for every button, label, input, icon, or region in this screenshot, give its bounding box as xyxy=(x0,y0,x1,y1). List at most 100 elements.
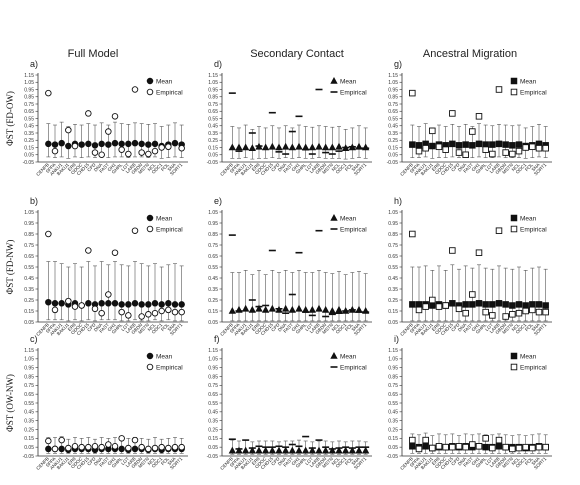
empirical-point xyxy=(98,309,105,317)
x-tick-label: LGT xyxy=(304,162,314,172)
mean-point xyxy=(268,446,277,454)
panel-letter: c) xyxy=(30,334,38,344)
empirical-point xyxy=(125,444,132,452)
column-title-secondary-contact: Secondary Contact xyxy=(250,48,344,60)
mean-point xyxy=(228,143,237,151)
mean-point xyxy=(45,298,52,306)
y-tick-label: 0.15 xyxy=(24,436,34,442)
x-tick-label: CPD xyxy=(86,456,97,467)
y-tick-label: 0.35 xyxy=(24,418,34,424)
empirical-point xyxy=(529,306,536,314)
panel-f: f) 1.15 1.05 0.95 0.85 0.75 0.65 0.55 0.45 0.35 0.… xyxy=(207,334,372,471)
empirical-point xyxy=(442,302,449,309)
empirical-point xyxy=(535,308,543,316)
mean-point xyxy=(409,141,416,148)
mean-point xyxy=(328,143,337,151)
mean-point xyxy=(495,300,503,307)
y-tick-label: 0.85 xyxy=(208,374,218,380)
legend-empirical-symbol xyxy=(510,225,518,233)
y-tick-label: 0.75 xyxy=(388,383,398,389)
y-tick-label: 1.05 xyxy=(208,357,218,363)
y-tick-label: 0.95 xyxy=(388,365,398,371)
y-tick-label: 0.05 xyxy=(208,153,218,159)
y-tick-label: 0.15 xyxy=(24,145,34,151)
empirical-point xyxy=(422,303,429,310)
x-tick-label: LGT xyxy=(484,322,494,332)
empirical-point xyxy=(91,149,99,156)
empirical-point xyxy=(535,144,543,152)
empirical-point xyxy=(509,311,516,318)
legend-mean-label: Mean xyxy=(340,216,357,223)
y-tick-label: 0.55 xyxy=(388,401,398,407)
empirical-point xyxy=(178,144,185,152)
empirical-point xyxy=(158,307,165,315)
mean-point xyxy=(475,300,483,307)
x-tick-label: NCL xyxy=(147,456,157,466)
mean-point xyxy=(255,446,263,454)
panel-letter: a) xyxy=(30,59,38,69)
y-tick-label: 0.05 xyxy=(208,320,218,326)
empirical-point xyxy=(58,436,65,444)
mean-point xyxy=(248,305,257,313)
mean-point xyxy=(118,301,125,308)
x-tick-label: SNA xyxy=(530,322,541,333)
y-tick-label: 0.75 xyxy=(24,102,34,108)
x-tick-label: DNA xyxy=(457,456,468,467)
y-tick-label: 0.65 xyxy=(388,109,398,115)
legend-mean-label: Mean xyxy=(520,216,537,223)
empirical-point xyxy=(522,144,529,151)
empirical-point xyxy=(138,443,145,451)
mean-point xyxy=(131,300,139,307)
y-tick-label: 0.55 xyxy=(208,265,218,271)
empirical-point xyxy=(51,445,59,453)
empirical-point xyxy=(442,146,449,153)
legend-mean-symbol xyxy=(510,214,518,222)
empirical-point xyxy=(118,146,125,153)
mean-point xyxy=(295,446,303,454)
empirical-point xyxy=(515,147,523,155)
empirical-point xyxy=(71,443,79,450)
y-tick-label: 0.55 xyxy=(208,116,218,122)
x-tick-label: DNA xyxy=(93,456,104,467)
x-tick-label: FAST xyxy=(282,322,294,334)
y-tick-label: 0.75 xyxy=(208,243,218,249)
empirical-point xyxy=(165,306,172,314)
mean-point xyxy=(105,141,112,148)
mean-point xyxy=(462,301,469,308)
mean-point xyxy=(495,443,503,450)
x-tick-label: CPD xyxy=(450,456,461,467)
mean-point xyxy=(288,143,297,151)
mean-point xyxy=(178,301,185,308)
y-tick-label: 0.95 xyxy=(388,87,398,93)
mean-point xyxy=(275,446,283,454)
legend-empirical-label: Empirical xyxy=(520,227,547,234)
x-tick-label: GH1 xyxy=(106,456,117,467)
y-tick-label: 0.55 xyxy=(24,265,34,271)
legend-mean-label: Mean xyxy=(340,79,357,86)
mean-point xyxy=(475,140,483,148)
empirical-point xyxy=(495,227,503,234)
x-tick-label: LGT xyxy=(120,322,130,332)
x-tick-label: GH1 xyxy=(470,162,481,173)
legend-mean-symbol xyxy=(146,77,154,85)
x-tick-label: LGT xyxy=(120,162,130,172)
empirical-point xyxy=(462,309,469,317)
panel-letter: e) xyxy=(214,196,222,206)
empirical-point xyxy=(78,443,85,451)
mean-point xyxy=(268,142,277,150)
mean-point xyxy=(138,301,145,308)
mean-point xyxy=(415,142,423,149)
y-tick-label: 1.05 xyxy=(24,210,34,216)
y-tick-label: -0.05 xyxy=(387,454,399,460)
panel-letter: i) xyxy=(394,334,399,344)
x-tick-label: NCL xyxy=(147,162,157,172)
x-tick-label: ER8 xyxy=(251,456,261,466)
y-tick-label: 0.75 xyxy=(208,383,218,389)
x-tick-label: LGT xyxy=(484,162,494,172)
mean-point xyxy=(429,142,436,150)
x-tick-label: POL xyxy=(160,322,170,332)
mean-point xyxy=(261,305,270,313)
legend-mean-symbol xyxy=(330,213,338,221)
mean-point xyxy=(321,446,330,454)
empirical-point xyxy=(409,436,416,444)
